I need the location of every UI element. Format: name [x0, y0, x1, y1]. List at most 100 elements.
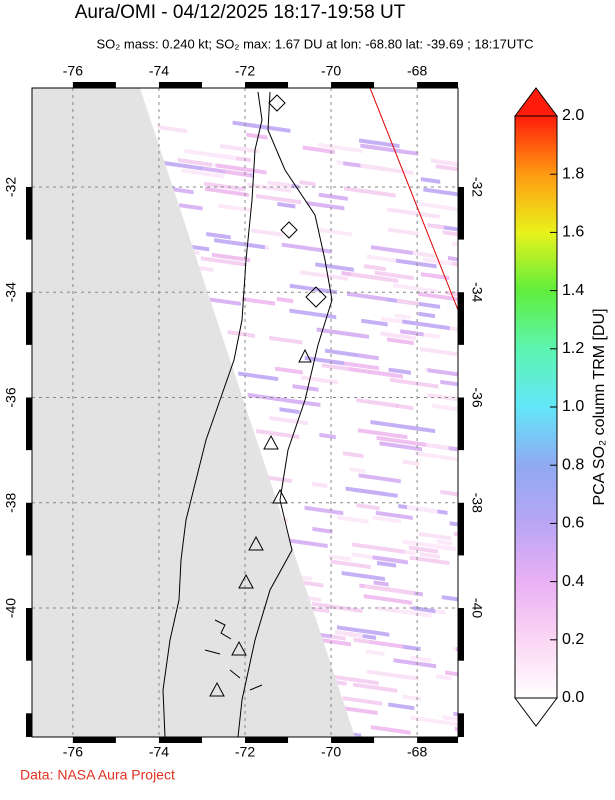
frame-bar [417, 737, 458, 743]
so2-pixel [427, 768, 481, 780]
footer: Data: NASA Aura Project [20, 767, 175, 783]
so2-pixel [459, 418, 499, 428]
so2-pixel [415, 451, 458, 463]
so2-pixel [357, 428, 408, 440]
frame-bar [417, 82, 458, 88]
so2-pixel [410, 715, 458, 727]
so2-pixel [402, 644, 421, 652]
so2-pixel [277, 201, 296, 209]
y-tick-label: -36 [3, 387, 19, 407]
so2-pixel [247, 392, 303, 405]
frame-bar [72, 737, 116, 743]
so2-pixel [299, 180, 316, 187]
so2-pixel [349, 467, 367, 474]
so2-pixel [372, 555, 408, 565]
so2-pixel [458, 212, 498, 222]
so2-pixel [203, 181, 245, 192]
so2-pixel [312, 601, 363, 613]
so2-pixel [352, 742, 399, 753]
frame-bar [26, 713, 32, 737]
so2-pixel [360, 143, 402, 154]
so2-pixel [401, 779, 428, 787]
so2-pixel [251, 228, 283, 237]
so2-pixel [402, 694, 422, 702]
so2-pixel [359, 138, 400, 149]
so2-pixel [380, 331, 417, 341]
colorbar-min-arrow [514, 697, 558, 727]
so2-pixel [435, 674, 452, 681]
so2-pixel [328, 554, 351, 562]
so2-pixel [440, 379, 458, 390]
map [32, 88, 499, 787]
so2-pixel [351, 272, 399, 283]
so2-pixel [398, 148, 419, 156]
so2-pixel [440, 489, 458, 500]
so2-pixel [353, 637, 370, 644]
x-tick-label: -76 [63, 63, 83, 79]
x-tick-label: -70 [321, 63, 341, 79]
so2-pixel [297, 755, 321, 762]
so2-pixel [340, 776, 359, 783]
so2-pixel [399, 769, 432, 778]
so2-pixel [374, 270, 414, 281]
so2-pixel [276, 296, 294, 304]
frame-bar [158, 737, 202, 743]
frame-bar [26, 608, 32, 661]
so2-pixel [370, 245, 413, 255]
so2-pixel [321, 363, 355, 372]
so2-pixel [356, 503, 380, 511]
so2-pixel [418, 311, 436, 319]
colorbar-tick-label: 1.8 [562, 165, 584, 182]
y-tick-label: -36 [469, 387, 485, 407]
so2-pixel [306, 201, 345, 211]
so2-pixel [177, 157, 213, 167]
so2-pixel [402, 539, 456, 552]
so2-pixel [267, 180, 292, 189]
coastline [162, 91, 263, 737]
so2-pixel [430, 158, 458, 167]
so2-pixel [442, 715, 458, 727]
frame-bar [458, 608, 464, 661]
so2-pixel [370, 725, 411, 735]
so2-pixel [392, 283, 438, 294]
so2-pixel [427, 223, 444, 230]
so2-pixel [402, 319, 450, 331]
so2-pixel [396, 608, 432, 618]
frame-bar [331, 82, 375, 88]
colorbar-tick-label: 0.6 [562, 515, 584, 532]
so2-pixel [318, 192, 348, 201]
so2-pixel [341, 571, 385, 582]
y-tick-label: -40 [3, 598, 19, 618]
so2-pixel [184, 148, 236, 161]
so2-pixel [337, 625, 390, 637]
so2-pixel [337, 515, 369, 524]
so2-pixel [348, 367, 403, 379]
frame-bar [458, 397, 464, 451]
title: Aura/OMI - 04/12/2025 18:17-19:58 UT [75, 2, 406, 23]
so2-pixel [364, 584, 414, 596]
so2-pixel [388, 367, 411, 375]
so2-pixel [242, 762, 283, 772]
map-frame-bars [26, 82, 464, 743]
so2-pixel [300, 270, 349, 281]
y-tick-label: -34 [3, 282, 19, 302]
islands [204, 619, 263, 691]
so2-pixel [214, 238, 266, 250]
so2-pixel [330, 559, 371, 570]
so2-pixel [436, 539, 453, 546]
so2-pixel [342, 696, 383, 706]
so2-pixel [157, 125, 188, 134]
x-tick-label: -74 [149, 63, 169, 79]
so2-pixel [426, 442, 449, 451]
so2-pixel [363, 264, 386, 272]
frame-bar [26, 292, 32, 345]
so2-pixel [409, 425, 436, 434]
x-tick-label: -72 [235, 63, 255, 79]
colorbar-tick-label: 0.4 [562, 573, 584, 590]
colorbar-tick-label: 0.8 [562, 456, 584, 473]
frame-bar [245, 82, 289, 88]
so2-pixel [319, 432, 336, 440]
colorbar-tick-label: 2.0 [562, 107, 584, 124]
so2-pixel [370, 420, 421, 432]
